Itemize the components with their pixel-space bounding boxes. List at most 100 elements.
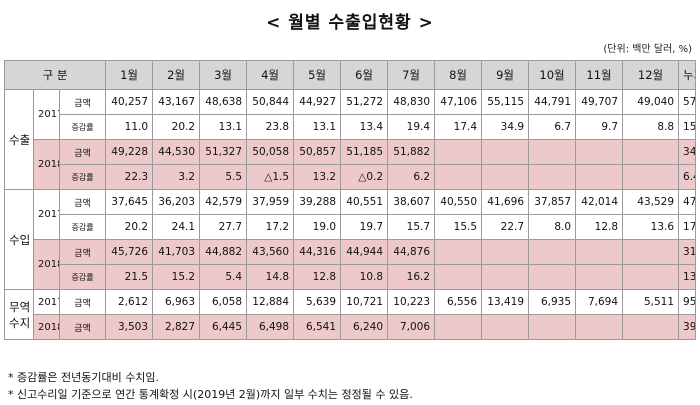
cell-value xyxy=(575,164,624,190)
cell-value: 49,707 xyxy=(575,89,624,115)
header-month: 7월 xyxy=(387,60,436,90)
header-category: 구 분 xyxy=(3,60,107,90)
cell-value: 50,844 xyxy=(246,89,295,115)
cell-value: 37,645 xyxy=(105,189,154,215)
table-row: 2018금액3,5032,8276,4456,4986,5416,2407,00… xyxy=(5,314,696,340)
cell-value: 51,272 xyxy=(340,89,389,115)
cell-value xyxy=(622,164,680,190)
cell-value: 27.7 xyxy=(199,214,248,240)
section-label: 수출 xyxy=(4,89,34,190)
cell-value: 12.8 xyxy=(293,264,342,290)
cell-value: 3.2 xyxy=(152,164,201,190)
cell-value: 21.5 xyxy=(105,264,154,290)
cell-value: 10.8 xyxy=(340,264,389,290)
cell-value: 19.0 xyxy=(293,214,342,240)
cell-value: 13.4 xyxy=(340,114,389,140)
header-row: 구 분1월2월3월4월5월6월7월8월9월10월11월12월누계 xyxy=(3,60,696,90)
cell-value xyxy=(481,264,530,290)
table-row: 증감률 20.2 24.1 27.7 17.2 19.0 19.7 15.7 15.5 22.7 8… xyxy=(5,214,696,240)
year-label: 2018 xyxy=(33,314,60,340)
cell-value xyxy=(481,239,530,265)
cell-value xyxy=(528,239,577,265)
cell-value: 44,927 xyxy=(293,89,342,115)
cell-value: 2,827 xyxy=(152,314,201,340)
cell-value xyxy=(575,314,624,340)
cell-value xyxy=(528,139,577,165)
header-month: 8월 xyxy=(434,60,483,90)
cell-value: 40,257 xyxy=(105,89,154,115)
row-label: 금액 xyxy=(58,289,107,315)
cell-value: 5,511 xyxy=(622,289,680,315)
cell-value: 50,058 xyxy=(246,139,295,165)
cell-value: 49,040 xyxy=(622,89,680,115)
table-row: 2018금액45,72641,70344,88243,56044,31644,9… xyxy=(5,239,696,290)
cell-total: 349,067 xyxy=(678,139,696,165)
row-label: 금액 xyxy=(58,189,107,215)
cell-value: 40,551 xyxy=(340,189,389,215)
cell-value: 12,884 xyxy=(246,289,295,315)
header-month: 3월 xyxy=(199,60,248,90)
row-label: 증감률 xyxy=(58,114,107,140)
year-label: 2017 xyxy=(33,289,60,315)
cell-total: 310,006 xyxy=(678,239,696,265)
cell-total: 13.6 xyxy=(678,264,696,290)
header-month: 10월 xyxy=(528,60,577,90)
row-label: 증감률 xyxy=(58,164,107,190)
section-label-line: 수지 xyxy=(9,315,31,330)
table-row: 수입2017금액37,64536,20342,57937,95939,28840… xyxy=(4,189,696,290)
header-month: 4월 xyxy=(246,60,295,90)
year-label: 2018 xyxy=(33,239,60,290)
cell-value xyxy=(481,139,530,165)
row-label: 금액 xyxy=(58,314,107,340)
cell-value: 7,006 xyxy=(387,314,436,340)
cell-value xyxy=(528,164,577,190)
table-row: 무역수지2017금액2,6126,9636,05812,8845,63910,7… xyxy=(4,289,696,340)
cell-total: 17.8 xyxy=(678,214,696,240)
cell-value: 51,185 xyxy=(340,139,389,165)
cell-value: 13,419 xyxy=(481,289,530,315)
cell-value xyxy=(481,314,530,340)
cell-value xyxy=(575,139,624,165)
cell-value: 43,560 xyxy=(246,239,295,265)
cell-value: 13.2 xyxy=(293,164,342,190)
cell-value: 38,607 xyxy=(387,189,436,215)
cell-value: 51,327 xyxy=(199,139,248,165)
header-month: 12월 xyxy=(622,60,680,90)
page-title: < 월별 수출입현황 > xyxy=(266,13,434,33)
cell-value xyxy=(481,164,530,190)
cell-value: 37,857 xyxy=(528,189,577,215)
cell-value xyxy=(434,264,483,290)
cell-value: 15.2 xyxy=(152,264,201,290)
header-month: 2월 xyxy=(152,60,201,90)
cell-value: 23.8 xyxy=(246,114,295,140)
cell-value: 17.4 xyxy=(434,114,483,140)
cell-value: 40,550 xyxy=(434,189,483,215)
cell-value: 6,541 xyxy=(293,314,342,340)
header-month: 1월 xyxy=(105,60,154,90)
cell-value: 15.7 xyxy=(387,214,436,240)
cell-value: 5.4 xyxy=(199,264,248,290)
cell-total: 6.4 xyxy=(678,164,696,190)
cell-value: 20.2 xyxy=(105,214,154,240)
cell-value: 11.0 xyxy=(105,114,154,140)
year-label: 2017 xyxy=(33,189,60,240)
unit-note: (단위: 백만 달러, %) xyxy=(603,44,692,55)
cell-value: 8.8 xyxy=(622,114,680,140)
cell-value xyxy=(434,239,483,265)
cell-value xyxy=(622,314,680,340)
row-label: 금액 xyxy=(58,89,107,115)
row-label: 증감률 xyxy=(58,214,107,240)
cell-value: 44,791 xyxy=(528,89,577,115)
cell-value: 48,830 xyxy=(387,89,436,115)
row-label: 금액 xyxy=(58,139,107,165)
cell-value: 44,530 xyxy=(152,139,201,165)
cell-value: 48,638 xyxy=(199,89,248,115)
header-total: 누계 xyxy=(678,60,696,90)
cell-value: 39,288 xyxy=(293,189,342,215)
cell-value: 12.8 xyxy=(575,214,624,240)
cell-value: 6,963 xyxy=(152,289,201,315)
cell-value: 5,639 xyxy=(293,289,342,315)
cell-value xyxy=(528,314,577,340)
cell-value: 16.2 xyxy=(387,264,436,290)
